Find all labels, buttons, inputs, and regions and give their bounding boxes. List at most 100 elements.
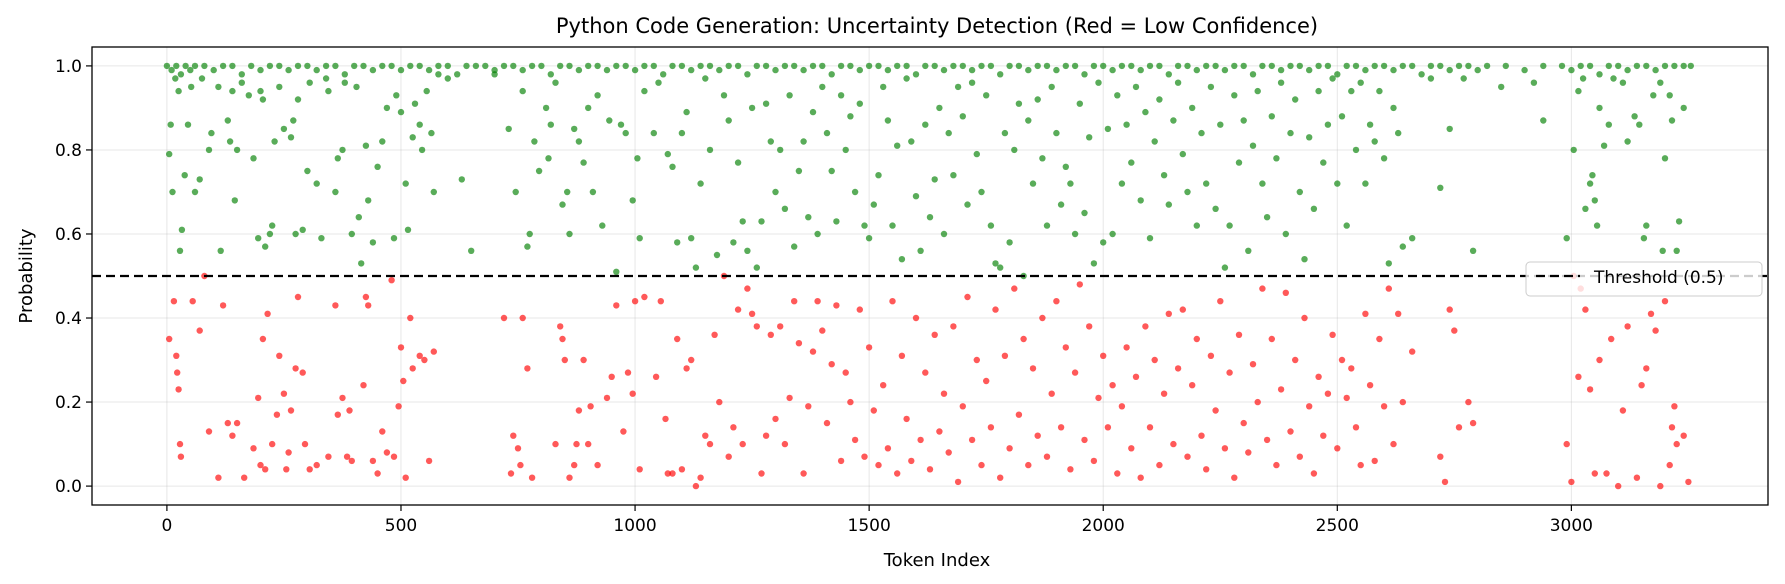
- data-point: [1217, 298, 1224, 305]
- data-point: [1596, 104, 1603, 112]
- data-point: [678, 466, 686, 473]
- data-point: [1362, 66, 1369, 74]
- data-point: [1668, 424, 1676, 431]
- data-point: [734, 62, 742, 70]
- data-point: [1650, 92, 1657, 99]
- data-point: [959, 62, 966, 70]
- data-point: [683, 365, 690, 372]
- data-point: [688, 235, 695, 242]
- data-point: [1114, 92, 1121, 99]
- data-point: [1034, 432, 1041, 439]
- data-point: [594, 92, 601, 99]
- data-point: [313, 461, 320, 469]
- data-point: [1465, 398, 1472, 406]
- data-point: [1343, 222, 1350, 229]
- data-point: [1287, 129, 1294, 137]
- data-point: [397, 108, 405, 116]
- plot-frame: [91, 46, 1769, 506]
- data-point: [390, 453, 398, 460]
- data-point: [912, 71, 920, 78]
- data-point: [580, 159, 587, 166]
- data-point: [1123, 121, 1130, 128]
- data-point: [1048, 390, 1055, 397]
- data-point: [566, 474, 573, 481]
- data-point: [176, 440, 184, 448]
- data-point: [865, 62, 873, 70]
- data-point: [1315, 373, 1322, 380]
- data-point: [805, 214, 812, 221]
- data-point: [767, 138, 774, 145]
- data-point: [1673, 247, 1680, 254]
- data-point: [1624, 66, 1631, 74]
- data-point: [1586, 180, 1594, 187]
- data-point: [1025, 117, 1032, 124]
- data-point: [238, 71, 245, 78]
- data-point: [1619, 407, 1627, 414]
- data-point: [1146, 235, 1154, 242]
- data-point: [1156, 461, 1163, 469]
- data-point: [1352, 146, 1360, 154]
- data-point: [196, 176, 203, 183]
- data-point: [748, 310, 756, 317]
- data-point: [182, 62, 189, 70]
- data-point: [1062, 62, 1070, 70]
- data-point: [1301, 256, 1308, 263]
- data-point: [564, 188, 571, 196]
- data-point: [1282, 230, 1290, 238]
- data-point: [559, 335, 566, 343]
- data-point: [706, 62, 714, 70]
- data-point: [1582, 205, 1589, 212]
- data-point: [248, 62, 255, 70]
- data-point: [353, 83, 360, 91]
- data-point: [931, 331, 938, 338]
- data-point: [603, 394, 611, 402]
- data-point: [1254, 87, 1261, 95]
- data-point: [322, 62, 330, 70]
- data-point: [355, 214, 362, 221]
- data-point: [1575, 373, 1582, 380]
- x-tick-label: 1500: [848, 516, 891, 536]
- data-point: [1053, 66, 1060, 74]
- data-point: [1624, 323, 1631, 330]
- data-point: [1631, 113, 1638, 120]
- data-point: [418, 146, 426, 154]
- data-point: [1043, 453, 1051, 460]
- data-point: [1315, 87, 1322, 95]
- data-point: [1502, 62, 1510, 70]
- data-point: [1137, 197, 1144, 204]
- data-point: [624, 369, 632, 376]
- y-tick-label: 0.0: [55, 477, 82, 497]
- data-point: [1240, 117, 1247, 124]
- data-point: [753, 62, 760, 70]
- data-point: [430, 348, 437, 355]
- data-point: [865, 235, 873, 242]
- data-point: [1235, 331, 1243, 338]
- data-point: [472, 62, 480, 70]
- data-point: [613, 62, 620, 70]
- data-point: [269, 440, 276, 448]
- data-point: [318, 235, 325, 242]
- data-point: [358, 260, 365, 267]
- data-point: [1310, 470, 1318, 477]
- data-point: [229, 432, 236, 439]
- data-point: [379, 62, 386, 70]
- data-point: [1048, 83, 1055, 91]
- data-point: [674, 239, 681, 246]
- data-point: [1615, 482, 1622, 490]
- data-point: [828, 167, 835, 175]
- data-point: [1362, 180, 1369, 187]
- data-point: [1001, 352, 1009, 359]
- data-point: [1086, 134, 1093, 141]
- data-point: [781, 205, 789, 212]
- data-point: [772, 188, 779, 196]
- data-point: [1685, 478, 1692, 486]
- data-point: [332, 302, 339, 309]
- legend: Threshold (0.5): [1525, 261, 1763, 297]
- data-point: [762, 432, 770, 439]
- data-point: [1001, 129, 1009, 137]
- data-point: [823, 419, 831, 427]
- data-point: [325, 87, 332, 95]
- data-point: [870, 407, 877, 414]
- data-point: [538, 62, 545, 70]
- data-point: [940, 230, 948, 238]
